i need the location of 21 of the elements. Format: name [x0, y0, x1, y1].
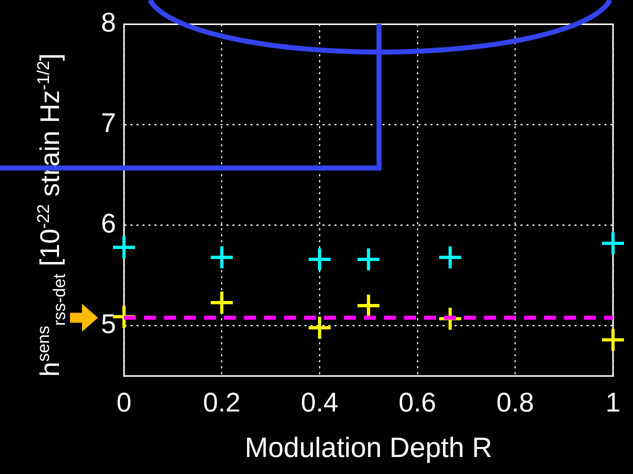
y-tick-label: 5	[100, 309, 116, 340]
x-tick-label: 0.6	[398, 388, 436, 418]
point	[358, 294, 380, 317]
point	[439, 246, 462, 268]
y-tick-label: 8	[100, 8, 116, 38]
point	[308, 248, 331, 270]
point	[602, 328, 624, 351]
y-tick-label: 7	[100, 108, 116, 138]
x-tick-label: 0.4	[300, 388, 338, 418]
x-axis-title: Modulation Depth R	[244, 432, 492, 463]
point	[358, 248, 380, 270]
point	[602, 232, 624, 254]
x-tick-label: 1	[605, 388, 621, 418]
point	[210, 246, 233, 268]
point	[308, 316, 331, 339]
point	[210, 292, 233, 314]
x-tick-label: 0.8	[496, 388, 534, 418]
y-tick-label: 6	[100, 208, 116, 239]
x-tick-label: 0.2	[203, 388, 241, 418]
x-tick-label: 0	[116, 388, 132, 418]
point	[113, 236, 135, 258]
